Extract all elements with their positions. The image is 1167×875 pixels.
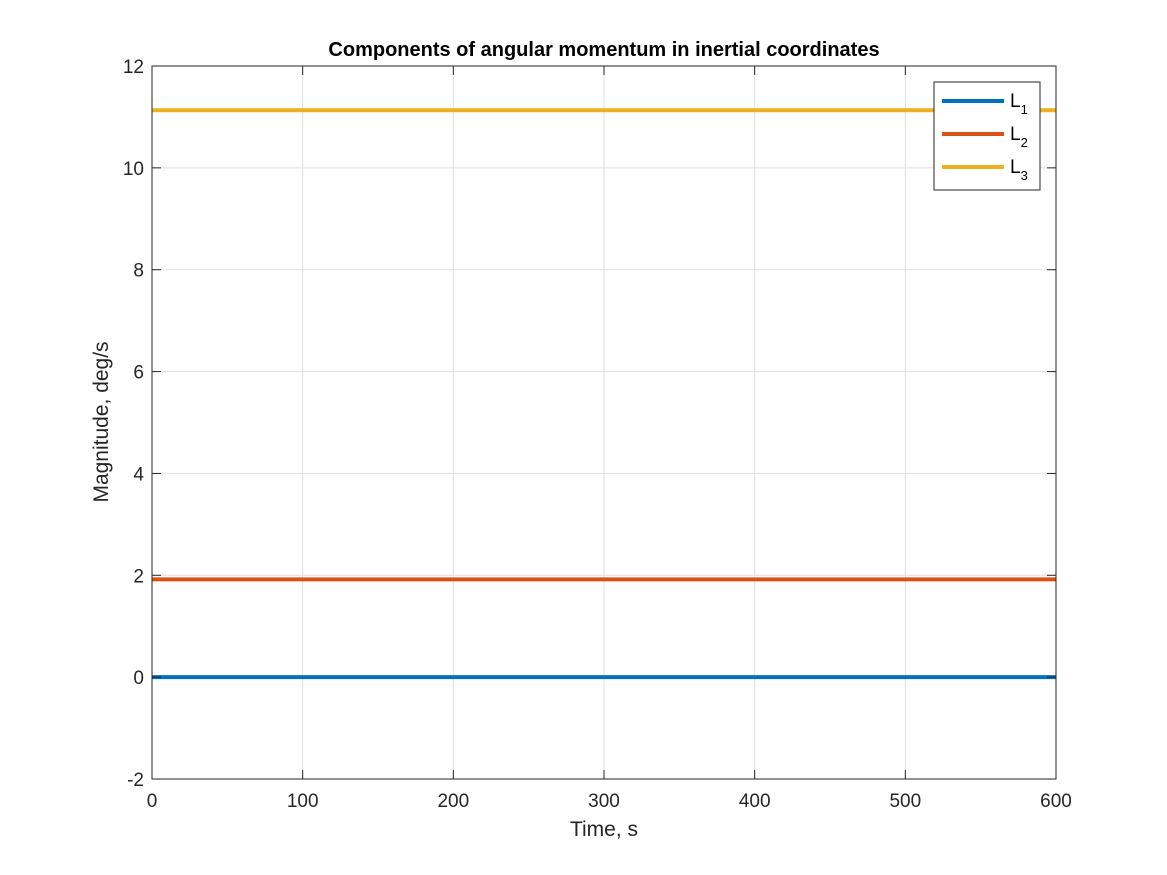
x-tick-label: 100 (287, 791, 319, 812)
x-tick-label: 300 (588, 791, 620, 812)
y-tick-label: 2 (133, 566, 144, 587)
x-tick-label: 400 (739, 791, 771, 812)
y-tick-label: 12 (123, 57, 144, 78)
x-tick-label: 500 (889, 791, 921, 812)
legend-label-l1: L1 (1010, 91, 1028, 117)
y-tick-label: 8 (133, 261, 144, 282)
chart-title: Components of angular momentum in inerti… (328, 39, 879, 61)
y-tick-label: 6 (133, 363, 144, 384)
x-tick-label: 200 (437, 791, 469, 812)
y-tick-label: 10 (123, 159, 144, 180)
legend-label-l2: L2 (1010, 124, 1028, 150)
y-tick-label: 4 (133, 464, 144, 485)
ticks (151, 65, 1057, 780)
y-axis-label: Magnitude, deg/s (90, 341, 113, 502)
x-tick-label: 600 (1040, 791, 1072, 812)
series-layer (152, 108, 1056, 680)
y-tick-label: 0 (133, 668, 144, 689)
legend-label-l3: L3 (1010, 157, 1028, 183)
x-axis-label: Time, s (570, 818, 638, 841)
x-tick-label: 0 (147, 791, 158, 812)
y-tick-label: -2 (127, 770, 144, 791)
legend: L1 L2 L3 (933, 81, 1041, 191)
